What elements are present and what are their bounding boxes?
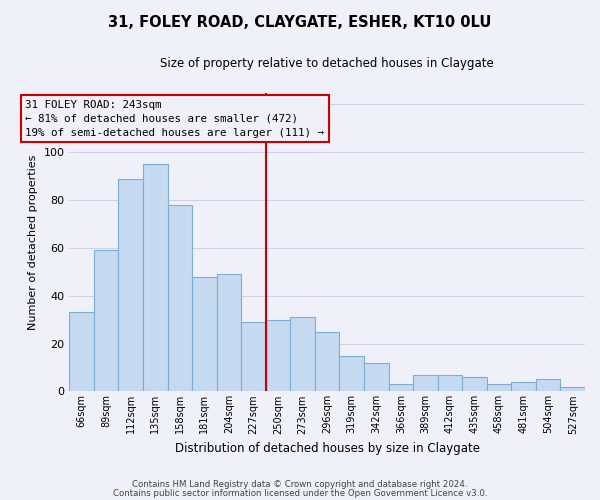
Bar xyxy=(266,320,290,392)
Bar xyxy=(94,250,118,392)
Bar xyxy=(192,276,217,392)
Bar xyxy=(167,205,192,392)
X-axis label: Distribution of detached houses by size in Claygate: Distribution of detached houses by size … xyxy=(175,442,479,455)
Bar xyxy=(389,384,413,392)
Bar xyxy=(511,382,536,392)
Text: 31, FOLEY ROAD, CLAYGATE, ESHER, KT10 0LU: 31, FOLEY ROAD, CLAYGATE, ESHER, KT10 0L… xyxy=(109,15,491,30)
Bar xyxy=(560,386,585,392)
Title: Size of property relative to detached houses in Claygate: Size of property relative to detached ho… xyxy=(160,58,494,70)
Bar xyxy=(340,356,364,392)
Text: Contains HM Land Registry data © Crown copyright and database right 2024.: Contains HM Land Registry data © Crown c… xyxy=(132,480,468,489)
Bar xyxy=(437,374,462,392)
Bar xyxy=(315,332,340,392)
Bar xyxy=(143,164,167,392)
Text: Contains public sector information licensed under the Open Government Licence v3: Contains public sector information licen… xyxy=(113,488,487,498)
Bar xyxy=(241,322,266,392)
Bar xyxy=(487,384,511,392)
Bar xyxy=(364,362,389,392)
Bar xyxy=(118,178,143,392)
Bar xyxy=(290,318,315,392)
Text: 31 FOLEY ROAD: 243sqm
← 81% of detached houses are smaller (472)
19% of semi-det: 31 FOLEY ROAD: 243sqm ← 81% of detached … xyxy=(25,100,325,138)
Y-axis label: Number of detached properties: Number of detached properties xyxy=(28,154,38,330)
Bar xyxy=(217,274,241,392)
Bar xyxy=(413,374,437,392)
Bar xyxy=(536,380,560,392)
Bar xyxy=(462,377,487,392)
Bar xyxy=(69,312,94,392)
